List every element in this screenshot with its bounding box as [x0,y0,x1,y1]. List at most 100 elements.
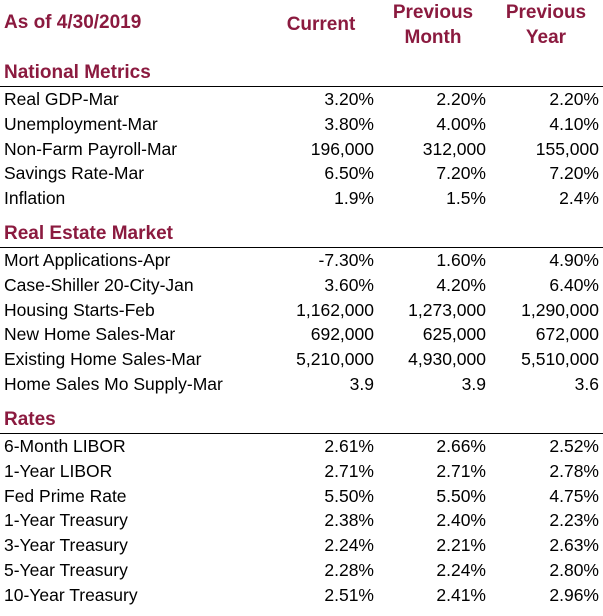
value-previous-year: 2.52% [549,436,599,456]
value-previous-year: 3.6 [574,374,599,394]
row-label: Mort Applications-Apr [4,250,171,270]
value-previous-month: 1.60% [436,250,486,270]
column-header-current: Current [276,12,366,37]
table-row: 1-Year LIBOR 2.71% 2.71% 2.78% [0,459,603,484]
as-of-date: As of 4/30/2019 [4,12,142,33]
section-title: Real Estate Market [4,223,173,244]
value-previous-year: 155,000 [535,138,599,159]
value-current: 3.60% [324,274,374,295]
row-label: 3-Year Treasury [4,535,128,556]
row-label: 10-Year Treasury [4,584,138,605]
value-previous-month: 2.20% [436,89,486,109]
section-title: National Metrics [4,62,151,83]
value-current: 2.24% [324,535,374,556]
value-current: 2.51% [324,584,374,605]
value-current: 692,000 [310,324,374,345]
value-previous-month: 3.9 [461,374,486,394]
value-current: 3.80% [324,113,374,134]
value-previous-year: 6.40% [549,274,599,295]
column-header-previous-month-line1: Previous [392,2,474,23]
row-label: New Home Sales-Mar [4,324,176,345]
value-current: 2.28% [324,560,374,580]
value-previous-year: 2.96% [549,584,599,605]
value-previous-month: 2.21% [436,535,486,556]
value-previous-month: 2.40% [436,510,486,531]
table-row: 1-Year Treasury 2.38% 2.40% 2.23% [0,508,603,533]
row-label: Savings Rate-Mar [4,163,145,184]
table-row: 5-Year Treasury 2.28% 2.24% 2.80% [0,558,603,583]
value-previous-month: 2.41% [436,584,486,605]
table-row: 6-Month LIBOR 2.61% 2.66% 2.52% [0,434,603,459]
row-label: 1-Year LIBOR [4,460,113,481]
table-row: 3-Year Treasury 2.24% 2.21% 2.63% [0,533,603,558]
row-label: Unemployment-Mar [4,113,158,134]
section-divider [0,247,603,248]
table-row: 10-Year Treasury 2.51% 2.41% 2.96% [0,583,603,608]
value-previous-month: 1,273,000 [408,299,486,320]
table-row: Case-Shiller 20-City-Jan 3.60% 4.20% 6.40% [0,273,603,298]
value-current: 5.50% [324,485,374,506]
section-title: Rates [4,409,56,430]
table-row: Non-Farm Payroll-Mar 196,000 312,000 155,00… [0,137,603,162]
value-current: 5,210,000 [296,349,374,370]
section-divider [0,86,603,87]
value-previous-month: 2.71% [436,460,486,481]
value-previous-year: 1,290,000 [521,299,599,320]
value-previous-year: 4.10% [549,113,599,134]
value-current: 6.50% [324,163,374,184]
table-row: Fed Prime Rate 5.50% 5.50% 4.75% [0,484,603,509]
value-current: -7.30% [318,250,374,270]
value-previous-month: 312,000 [422,138,486,159]
value-previous-month: 5.50% [436,485,486,506]
table-row: Inflation 1.9% 1.5% 2.4% [0,186,603,211]
column-header-previous-year-line1: Previous [505,2,587,23]
table-row: Savings Rate-Mar 6.50% 7.20% 7.20% [0,161,603,186]
value-current: 3.9 [349,374,374,394]
value-previous-month: 1.5% [446,188,486,209]
table-row: Mort Applications-Apr -7.30% 1.60% 4.90% [0,248,603,273]
value-previous-year: 2.20% [549,89,599,109]
value-previous-year: 2.23% [549,510,599,531]
table-row: Unemployment-Mar 3.80% 4.00% 4.10% [0,112,603,137]
row-label: 5-Year Treasury [4,560,128,580]
row-label: Home Sales Mo Supply-Mar [4,374,223,394]
row-label: Non-Farm Payroll-Mar [4,138,178,159]
value-current: 2.71% [324,460,374,481]
section-divider [0,433,603,434]
row-label: Housing Starts-Feb [4,299,155,320]
value-previous-month: 4.20% [436,274,486,295]
column-header-previous-year-line2: Year [525,27,567,48]
value-current: 3.20% [324,89,374,109]
value-previous-year: 7.20% [549,163,599,184]
column-header-previous-year: Previous Year [496,0,596,50]
value-previous-year: 2.4% [559,188,599,209]
value-current: 1.9% [334,188,374,209]
value-previous-year: 2.78% [549,460,599,481]
table-row: Existing Home Sales-Mar 5,210,000 4,930,00… [0,347,603,372]
value-previous-month: 4,930,000 [408,349,486,370]
value-previous-month: 4.00% [436,113,486,134]
value-previous-month: 2.66% [436,436,486,456]
value-current: 1,162,000 [296,299,374,320]
value-current: 196,000 [310,138,374,159]
table-row: New Home Sales-Mar 692,000 625,000 672,000 [0,322,603,347]
row-label: Fed Prime Rate [4,485,127,506]
row-label: 6-Month LIBOR [4,436,126,456]
row-label: Inflation [4,188,66,209]
value-previous-month: 7.20% [436,163,486,184]
value-previous-year: 2.80% [549,560,599,580]
value-current: 2.38% [324,510,374,531]
value-previous-year: 4.90% [549,250,599,270]
value-current: 2.61% [324,436,374,456]
row-label: Case-Shiller 20-City-Jan [4,274,194,295]
column-header-previous-month-line2: Month [404,27,462,48]
value-previous-month: 2.24% [436,560,486,580]
value-previous-year: 5,510,000 [521,349,599,370]
table-row: Housing Starts-Feb 1,162,000 1,273,000 1,29… [0,298,603,323]
column-header-previous-month: Previous Month [383,0,483,50]
table-row: Home Sales Mo Supply-Mar 3.9 3.9 3.6 [0,372,603,397]
value-previous-year: 4.75% [549,485,599,506]
row-label: Real GDP-Mar [4,89,119,109]
row-label: 1-Year Treasury [4,510,128,531]
value-previous-year: 672,000 [535,324,599,345]
